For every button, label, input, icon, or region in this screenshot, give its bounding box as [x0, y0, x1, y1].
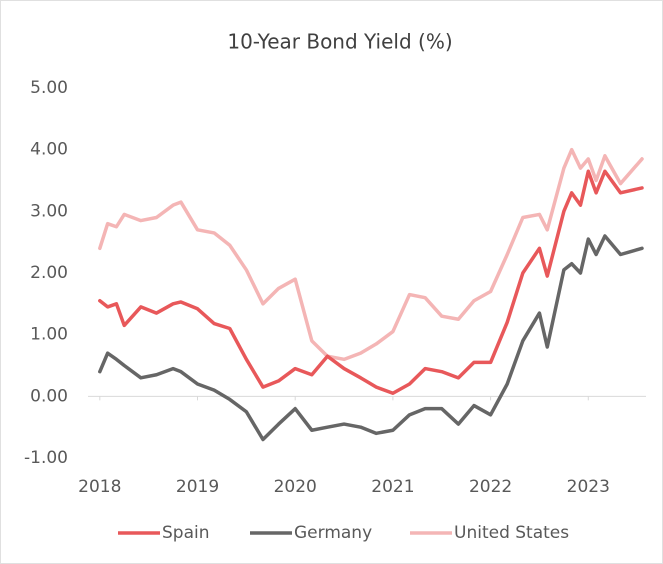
line-series [98, 169, 644, 395]
line-series [98, 147, 644, 362]
x-tick-label: 2022 [469, 477, 512, 497]
line-series [98, 234, 644, 442]
chart-title: 10-Year Bond Yield (%) [227, 30, 452, 54]
y-tick-label: 4.00 [30, 140, 68, 160]
y-tick-label: 2.00 [30, 263, 68, 283]
y-tick-label: 1.00 [30, 325, 68, 345]
legend-label: Germany [294, 523, 372, 543]
y-tick-label: 0.00 [30, 386, 68, 406]
x-tick-label: 2018 [78, 477, 121, 497]
x-tick-label: 2023 [567, 477, 610, 497]
y-tick-label: -1.00 [24, 448, 68, 468]
x-tick-label: 2021 [371, 477, 414, 497]
x-tick-label: 2019 [176, 477, 219, 497]
x-tick-label: 2020 [274, 477, 317, 497]
y-tick-label: 5.00 [30, 78, 68, 98]
y-tick-label: 3.00 [30, 201, 68, 221]
legend-label: United States [454, 523, 569, 543]
legend-label: Spain [162, 523, 210, 543]
